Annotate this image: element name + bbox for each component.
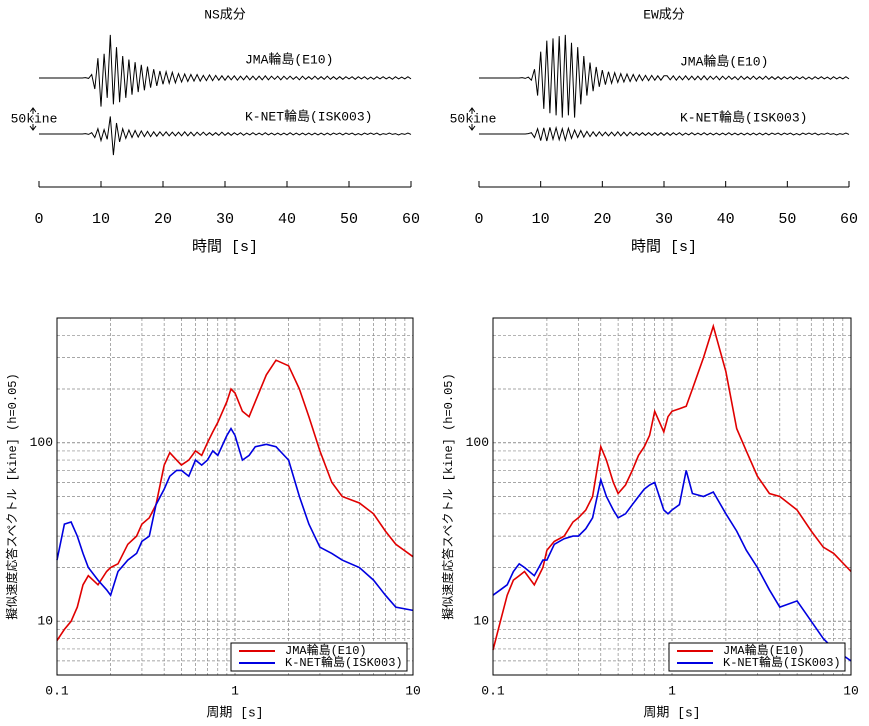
y-axis-label: 擬似速度応答スペクトル [kine] (h=0.05) xyxy=(4,373,20,619)
spectrum-line xyxy=(56,359,414,641)
x-tick-label: 50 xyxy=(340,211,358,228)
waveform-trace xyxy=(479,125,850,143)
x-tick-label: 10 xyxy=(405,683,421,698)
y-tick-label: 100 xyxy=(466,435,489,450)
legend-label: K-NET輪島(ISK003) xyxy=(723,654,841,670)
legend-label: JMA輪島(E10) xyxy=(285,642,367,658)
x-tick-label: 60 xyxy=(840,211,858,228)
spectrum-line xyxy=(492,470,852,662)
y-tick-label: 10 xyxy=(37,614,53,629)
waveform-trace xyxy=(479,34,850,118)
panel-title: EW成分 xyxy=(643,7,685,22)
x-tick-label: 0 xyxy=(34,211,43,228)
x-tick-label: 0 xyxy=(474,211,483,228)
x-tick-label: 40 xyxy=(278,211,296,228)
panel-title: NS成分 xyxy=(204,7,246,22)
x-tick-label: 20 xyxy=(154,211,172,228)
x-tick-label: 20 xyxy=(593,211,611,228)
scale-bar-arrows xyxy=(468,107,476,131)
plot-frame xyxy=(56,317,414,676)
x-tick-label: 10 xyxy=(532,211,550,228)
x-tick-label: 0.1 xyxy=(45,683,69,698)
trace-label: JMA輪島(E10) xyxy=(245,51,333,67)
plot-frame xyxy=(492,317,852,676)
x-tick-label: 30 xyxy=(216,211,234,228)
scale-bar-label: 50kine xyxy=(11,111,58,126)
x-tick-label: 30 xyxy=(655,211,673,228)
scale-bar-arrows xyxy=(29,107,37,131)
x-tick-label: 10 xyxy=(92,211,110,228)
y-tick-label: 10 xyxy=(473,614,489,629)
scale-bar-label: 50kine xyxy=(450,111,497,126)
x-tick-label: 0.1 xyxy=(481,683,505,698)
y-tick-label: 100 xyxy=(30,435,53,450)
x-axis-label: 時間 [s] xyxy=(631,238,697,256)
x-tick-label: 10 xyxy=(843,683,859,698)
waveform-trace xyxy=(39,34,412,107)
trace-label: JMA輪島(E10) xyxy=(680,53,768,69)
legend-label: JMA輪島(E10) xyxy=(723,642,805,658)
y-axis-label: 擬似速度応答スペクトル [kine] (h=0.05) xyxy=(440,373,456,619)
spectrum-line xyxy=(56,427,414,612)
spectrum-line xyxy=(492,323,852,651)
legend-box xyxy=(668,642,846,672)
trace-label: K-NET輪島(ISK003) xyxy=(245,108,372,124)
x-tick-label: 1 xyxy=(231,683,239,698)
x-axis-label: 周期 [s] xyxy=(643,705,700,720)
x-tick-label: 40 xyxy=(717,211,735,228)
legend-label: K-NET輪島(ISK003) xyxy=(285,654,403,670)
trace-label: K-NET輪島(ISK003) xyxy=(680,109,807,125)
x-axis-label: 時間 [s] xyxy=(192,238,258,256)
x-axis-label: 周期 [s] xyxy=(206,705,263,720)
legend-box xyxy=(230,642,408,672)
x-tick-label: 60 xyxy=(402,211,420,228)
waveform-trace xyxy=(39,116,412,156)
x-tick-label: 50 xyxy=(778,211,796,228)
x-tick-label: 1 xyxy=(668,683,676,698)
